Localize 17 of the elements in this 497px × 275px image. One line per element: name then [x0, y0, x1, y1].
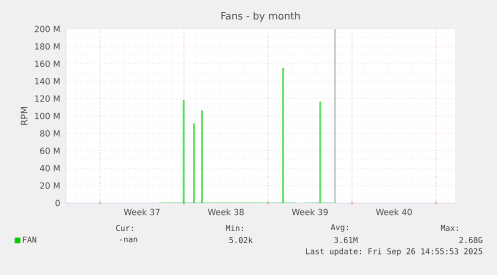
- y-tick-label: 20 M: [40, 182, 60, 189]
- y-tick-label: 160 M: [35, 60, 60, 68]
- y-tick-label: 200 M: [34, 26, 60, 32]
- x-tick-label: Week 40: [376, 208, 412, 216]
- y-tick-label: 180 M: [35, 43, 60, 50]
- y-tick-label: 140 M: [35, 78, 60, 84]
- y-tick-label: 60 M: [40, 148, 60, 154]
- x-tick-label: Week 39: [292, 208, 328, 216]
- y-tick-label: 40 M: [40, 165, 60, 172]
- y-tick-label: 100 M: [35, 112, 60, 120]
- x-tick-label: Week 37: [124, 208, 160, 216]
- y-tick-label: 80 M: [40, 130, 60, 137]
- y-tick-label: 0: [56, 200, 60, 206]
- y-tick-label: 120 M: [35, 95, 60, 102]
- chart-title: Fans - by month: [221, 12, 300, 22]
- x-tick-label: Week 38: [208, 208, 244, 216]
- y-axis-title: RPM: [20, 107, 28, 125]
